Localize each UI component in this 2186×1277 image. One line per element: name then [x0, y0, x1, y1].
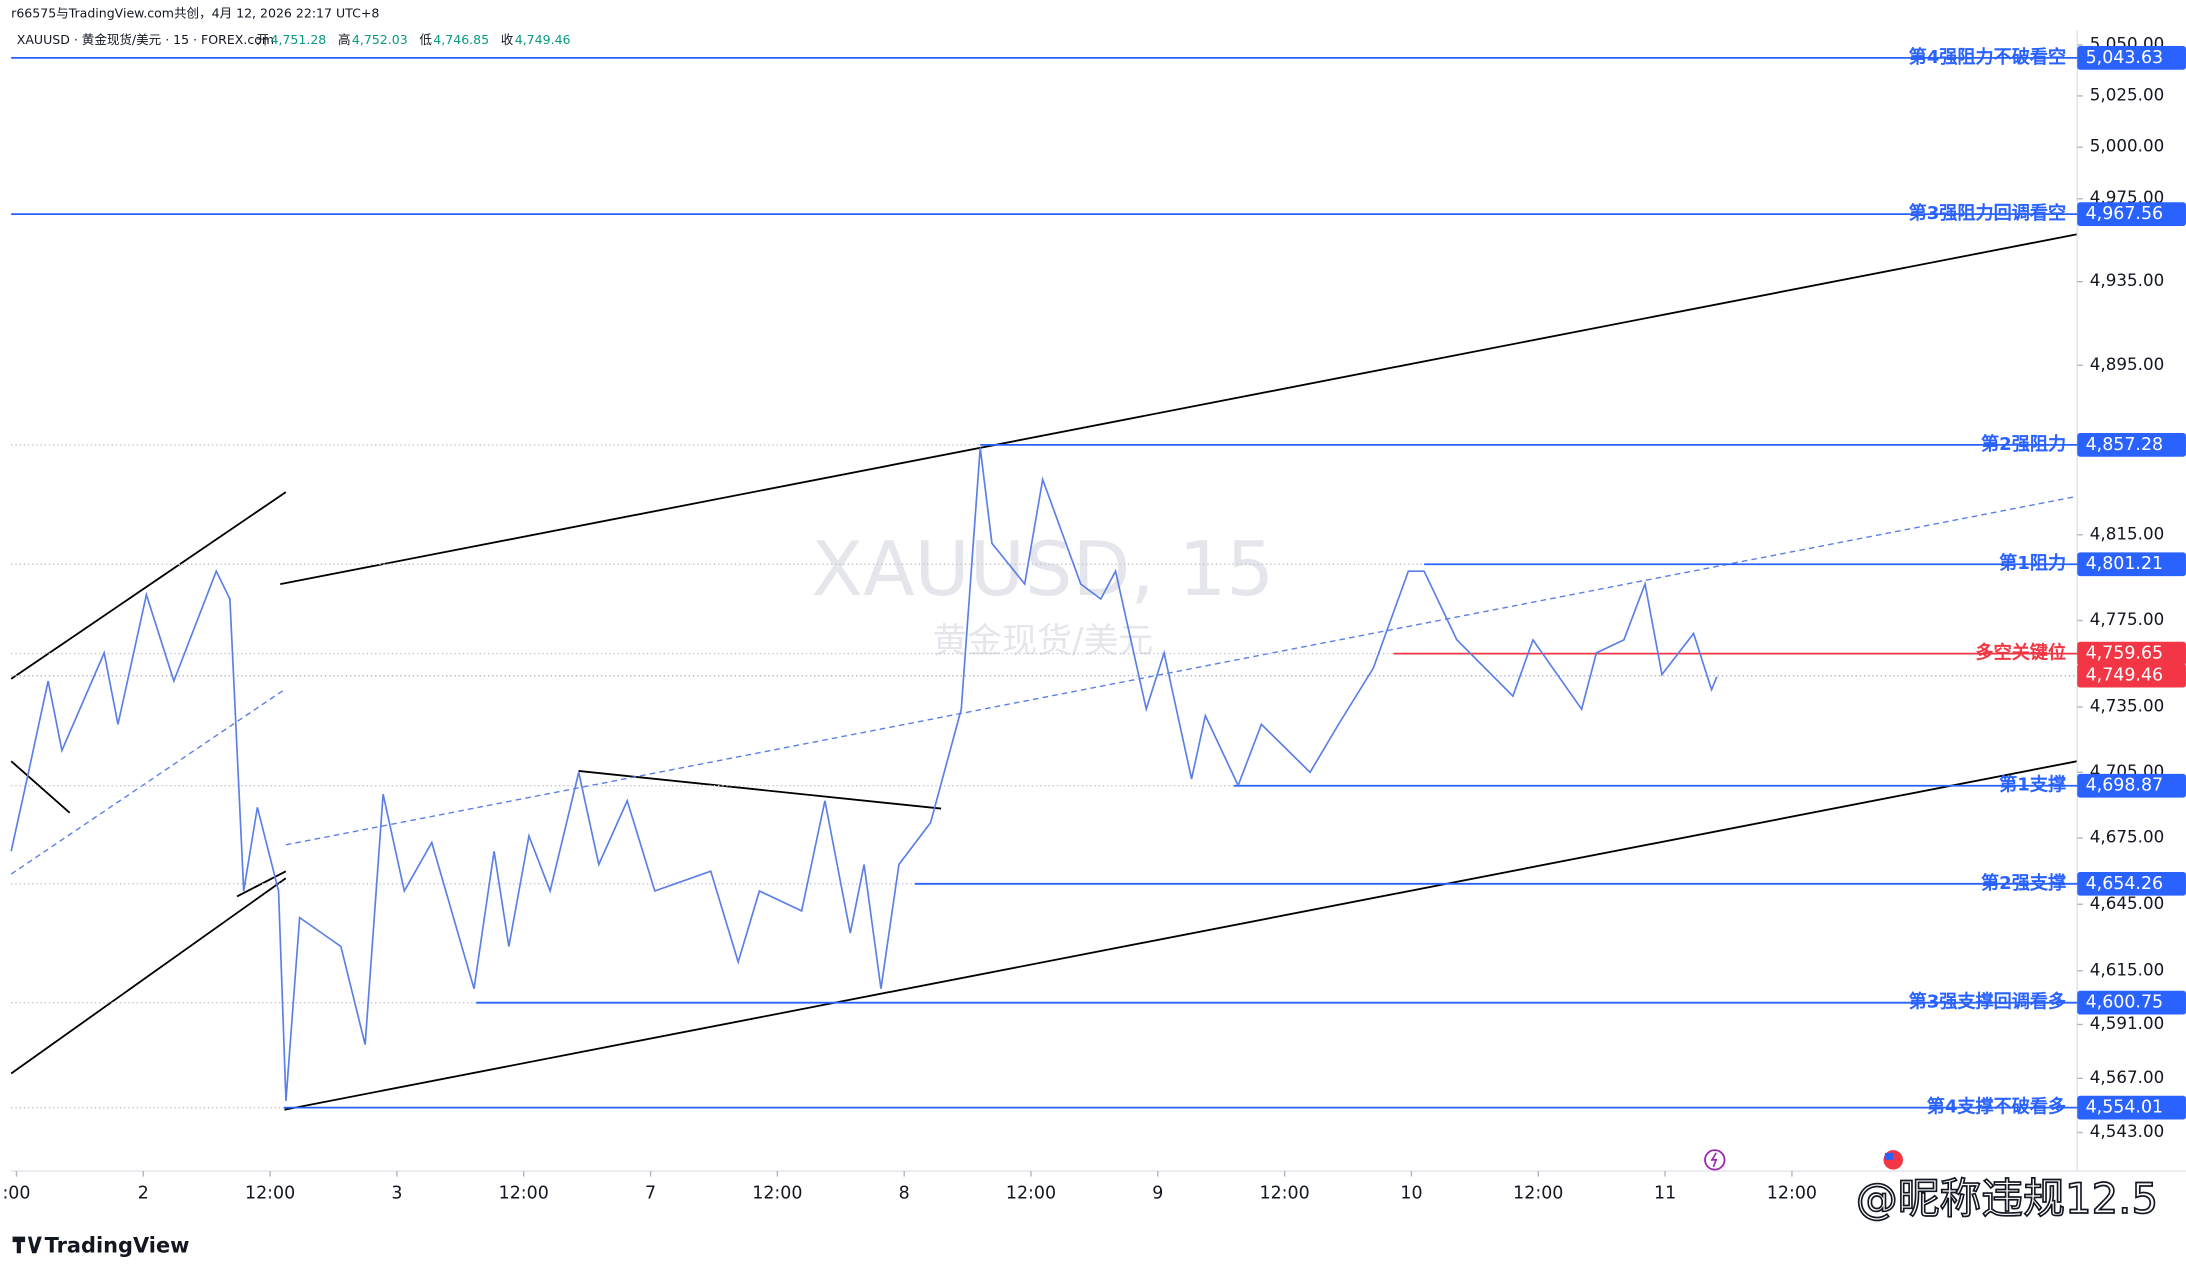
x-tick-label: 12:00: [1767, 1183, 1817, 1203]
x-tick-label: 9: [1152, 1183, 1163, 1203]
level-label: 多空关键位: [1976, 642, 2067, 664]
level-label: 第2强阻力: [1981, 433, 2066, 455]
level-price-label: 5,043.63: [2086, 48, 2164, 68]
price-line: [10, 447, 1718, 1101]
y-tick-label: 4,935.00: [2090, 270, 2164, 290]
event-flag-canton: [1884, 1152, 1894, 1160]
last-price-box: [2077, 663, 2186, 688]
level-price-label: 4,967.56: [2086, 204, 2164, 224]
ohlc-legend: 开 4,751.28 高 4,752.03 低 4,746.85 收 4,749.46: [257, 32, 571, 47]
y-tick-label: 4,615.00: [2090, 959, 2164, 979]
ohlc-value: 4,751.28: [270, 32, 326, 47]
trend-line: [284, 760, 2078, 1111]
level-price-box: [2077, 871, 2186, 896]
level-price-label: 4,554.01: [2086, 1098, 2164, 1118]
level-label: 第1支撑: [1999, 774, 2066, 796]
trend-line: [10, 760, 71, 814]
brand-logo: [12, 1236, 42, 1254]
y-tick-label: 4,567.00: [2090, 1067, 2164, 1087]
watermark-subtitle: 黄金现货/美元: [932, 622, 1153, 662]
trend-line: [280, 233, 2078, 586]
level-price-box: [2077, 202, 2186, 226]
level-price-label: 4,698.87: [2086, 776, 2164, 796]
y-tick-label: 5,000.00: [2090, 136, 2164, 156]
level-label: 第4支撑不破看多: [1927, 1096, 2066, 1118]
x-tick-label: 3: [391, 1183, 402, 1203]
x-tick-label: 7: [645, 1183, 656, 1203]
level-price-box: [2077, 1095, 2186, 1120]
last-price-label: 4,749.46: [2086, 666, 2164, 686]
level-label: 第1阻力: [1999, 552, 2066, 574]
level-price-label: 4,600.75: [2086, 993, 2164, 1013]
level-price-box: [2077, 433, 2186, 457]
y-tick-label: 4,735.00: [2090, 695, 2164, 715]
dashed-lines: [10, 495, 2078, 875]
level-price-box: [2077, 46, 2186, 70]
y-tick-label: 4,543.00: [2090, 1121, 2164, 1141]
x-tick-label: 12:00: [1006, 1183, 1056, 1203]
symbol-title: XAUUSD · 黄金现货/美元 · 15 · FOREX.com: [17, 32, 274, 47]
trend-line: [236, 870, 287, 898]
ohlc-label: 收: [501, 32, 514, 47]
x-tick-label: 11: [1654, 1183, 1676, 1203]
y-tick-label: 5,025.00: [2090, 84, 2164, 104]
watermark: XAUUSD, 15: [812, 525, 1275, 613]
ohlc-value: 4,746.85: [433, 32, 489, 47]
x-tick-label: 12:00: [499, 1183, 549, 1203]
dashed-trend-line: [285, 495, 2078, 846]
x-tick-label: 12:00: [752, 1183, 802, 1203]
x-tick-label: 12:00: [1513, 1183, 1563, 1203]
brand: TradingView: [45, 1233, 190, 1257]
level-price-label: 4,654.26: [2086, 874, 2164, 894]
trend-line: [578, 770, 942, 810]
dashed-trend-line: [10, 688, 287, 875]
trend-line: [10, 877, 287, 1075]
y-tick-label: 4,895.00: [2090, 354, 2164, 374]
trend-lines: [10, 233, 2078, 1111]
y-tick-label: 4,815.00: [2090, 523, 2164, 543]
x-tick-label: 8: [899, 1183, 910, 1203]
ohlc-value: 4,749.46: [515, 32, 571, 47]
event-icon[interactable]: [1704, 1149, 1726, 1171]
level-label: 第2强支撑: [1981, 872, 2066, 894]
level-price-box: [2077, 641, 2186, 666]
level-price-label: 4,857.28: [2086, 435, 2164, 455]
level-price-box: [2077, 773, 2186, 798]
credit: r66575与TradingView.com共创，4月 12, 2026 22:…: [11, 5, 379, 20]
y-tick-label: 4,675.00: [2090, 827, 2164, 847]
level-price-box: [2077, 552, 2186, 577]
x-tick-label: 12:00: [245, 1183, 295, 1203]
ohlc-value: 4,752.03: [352, 32, 408, 47]
x-tick-label: :00: [2, 1183, 30, 1203]
overlay-watermark: @昵称违规12.5: [1856, 1174, 2158, 1223]
event-icon-bolt: [1710, 1152, 1718, 1168]
y-tick-label: 4,775.00: [2090, 609, 2164, 629]
y-tick-label: 4,975.00: [2090, 187, 2164, 207]
x-tick-label: 2: [138, 1183, 149, 1203]
y-tick-label: 4,591.00: [2090, 1013, 2164, 1033]
trend-line: [10, 491, 287, 680]
level-price-label: 4,801.21: [2086, 554, 2164, 574]
level-label: 第3强支撑回调看多: [1909, 991, 2066, 1013]
level-price-box: [2077, 990, 2186, 1015]
x-tick-label: 10: [1400, 1183, 1422, 1203]
ohlc-label: 开: [257, 32, 270, 47]
level-label: 第4强阻力不破看空: [1909, 46, 2066, 68]
ohlc-label: 低: [419, 32, 432, 47]
y-tick-label: 4,645.00: [2090, 893, 2164, 913]
x-tick-label: 12:00: [1260, 1183, 1310, 1203]
level-price-label: 4,759.65: [2086, 644, 2164, 664]
level-label: 第3强阻力回调看空: [1909, 202, 2066, 224]
ohlc-label: 高: [338, 32, 351, 47]
